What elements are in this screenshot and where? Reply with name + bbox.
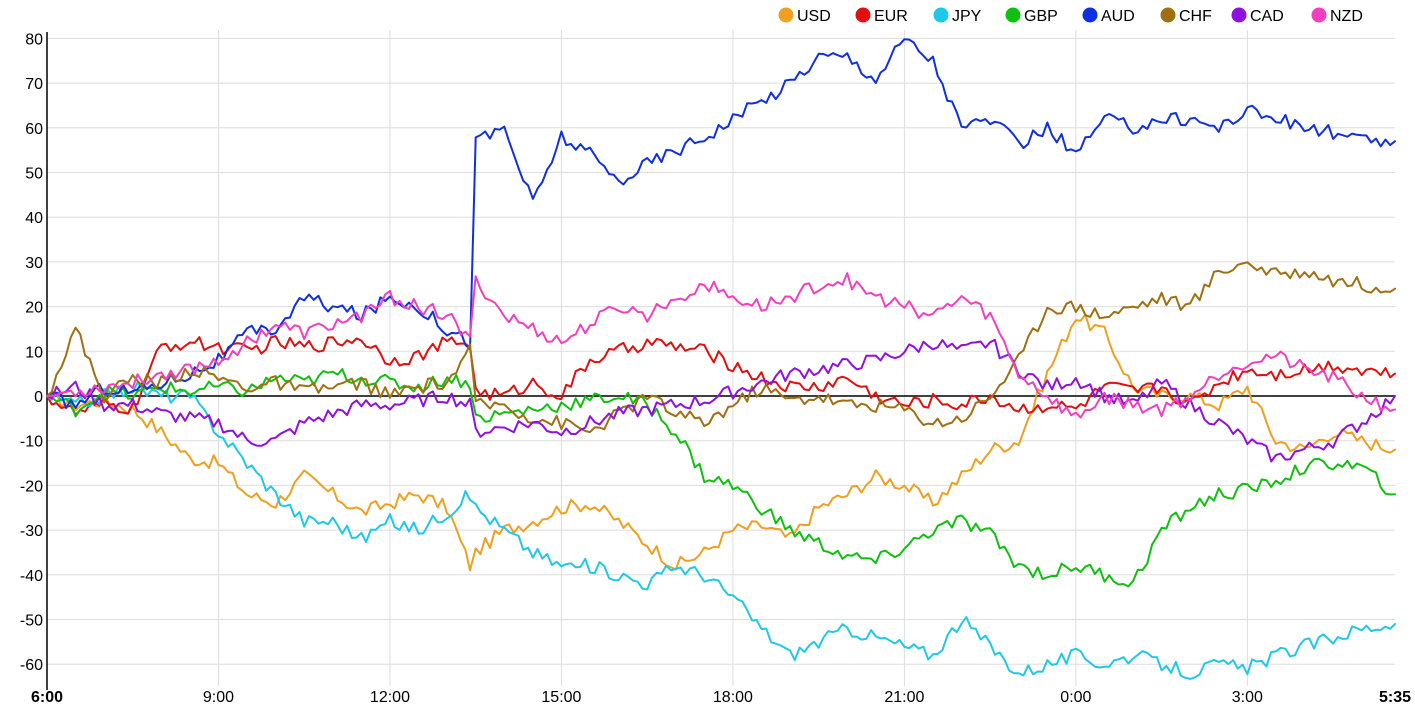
x-axis-ticks: 6:00 9:00 12:00 15:00 18:00 21:00 0:00 3:00 5:35 (31, 689, 1411, 706)
y-tick-label: -60 (20, 657, 43, 674)
legend-swatch (1160, 7, 1176, 23)
y-tick-label: -20 (20, 478, 43, 495)
x-tick-label: 21:00 (884, 689, 924, 706)
legend-swatch (1311, 7, 1327, 23)
series-line-eur (46, 335, 1396, 416)
y-tick-label: 50 (25, 166, 43, 183)
y-tick-label: 60 (25, 121, 43, 138)
legend-label: USD (797, 8, 831, 25)
legend-swatch (855, 7, 871, 23)
y-tick-label: 80 (25, 31, 43, 48)
x-tick-label: 6:00 (31, 689, 63, 706)
series-line-gbp (46, 368, 1396, 588)
y-tick-label: -30 (20, 523, 43, 540)
y-gridlines (47, 37, 1395, 665)
x-gridlines (217, 30, 1248, 686)
legend-swatch (933, 7, 949, 23)
y-tick-label: 70 (25, 76, 43, 93)
y-tick-label: 0 (34, 389, 43, 406)
legend-label: NZD (1330, 8, 1363, 25)
y-tick-label: -50 (20, 613, 43, 630)
x-tick-label: 12:00 (370, 689, 410, 706)
series-lines (46, 38, 1396, 680)
legend-swatch (1231, 7, 1247, 23)
legend-label: CHF (1179, 8, 1212, 25)
x-tick-label: 0:00 (1060, 689, 1091, 706)
legend-swatch (1005, 7, 1021, 23)
legend-swatch (778, 7, 794, 23)
y-tick-label: 10 (25, 344, 43, 361)
legend-label: JPY (952, 8, 982, 25)
legend-label: GBP (1024, 8, 1058, 25)
y-tick-label: -10 (20, 434, 43, 451)
x-tick-label: 3:00 (1232, 689, 1263, 706)
x-tick-label: 5:35 (1379, 689, 1411, 706)
series-line-chf (46, 261, 1396, 434)
x-tick-label: 18:00 (713, 689, 753, 706)
y-tick-label: 40 (25, 210, 43, 227)
y-tick-label: -40 (20, 568, 43, 585)
series-line-cad (46, 338, 1396, 463)
series-line-aud (46, 38, 1396, 410)
legend-label: CAD (1250, 8, 1284, 25)
y-axis-ticks: 80 70 60 50 40 30 20 10 0 -10 -20 -30 -40 -50 -60 (20, 31, 43, 674)
x-tick-label: 15:00 (541, 689, 581, 706)
legend: USD EUR JPY GBP AUD CHF CAD NZD (778, 7, 1363, 25)
y-tick-label: 20 (25, 300, 43, 317)
legend-label: EUR (874, 8, 908, 25)
y-tick-label: 30 (25, 255, 43, 272)
legend-label: AUD (1101, 8, 1135, 25)
series-line-nzd (46, 272, 1396, 419)
legend-swatch (1082, 7, 1098, 23)
series-line-jpy (46, 381, 1396, 680)
x-tick-label: 9:00 (203, 689, 234, 706)
